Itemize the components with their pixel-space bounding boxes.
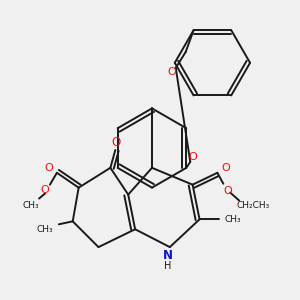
- Text: O: O: [40, 184, 50, 195]
- Text: O: O: [223, 186, 232, 196]
- Text: CH₃: CH₃: [225, 215, 242, 224]
- Text: CH₂CH₃: CH₂CH₃: [236, 201, 270, 210]
- Text: O: O: [45, 163, 53, 173]
- Text: O: O: [167, 67, 176, 77]
- Text: O: O: [112, 136, 121, 148]
- Text: O: O: [189, 152, 198, 162]
- Text: CH₃: CH₃: [23, 201, 39, 210]
- Text: O: O: [221, 163, 230, 173]
- Text: H: H: [164, 261, 172, 271]
- Text: CH₃: CH₃: [37, 225, 53, 234]
- Text: N: N: [163, 248, 173, 262]
